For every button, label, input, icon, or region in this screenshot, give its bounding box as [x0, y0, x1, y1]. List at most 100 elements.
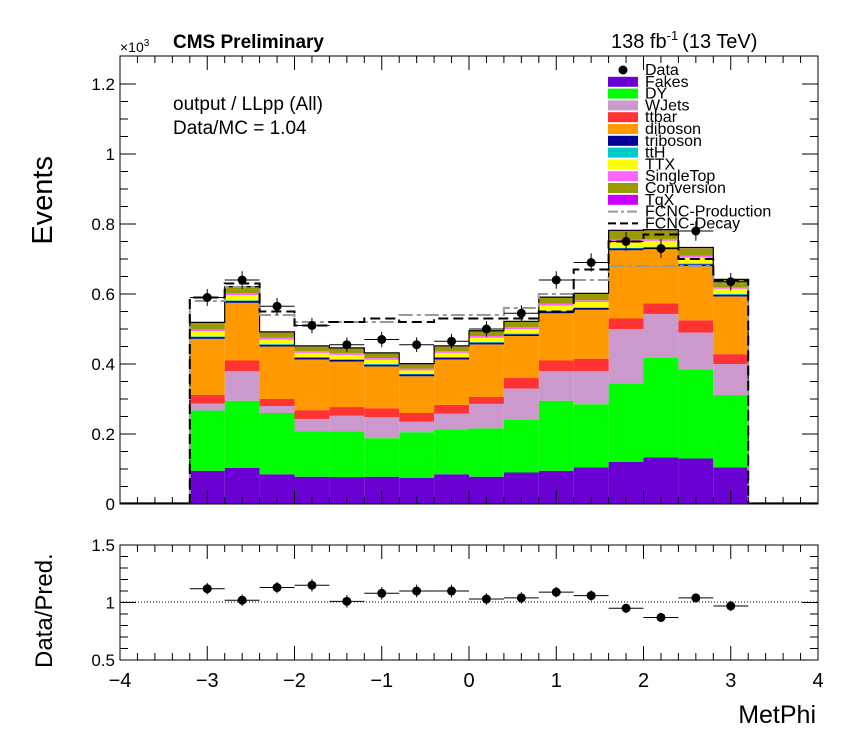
- bar-singletop: [224, 293, 260, 296]
- ratio-point: [481, 594, 491, 604]
- ratio-point: [377, 588, 387, 598]
- bar-ttx: [503, 329, 539, 334]
- bar-diboson: [294, 359, 330, 411]
- legend-swatch-ttbar: [608, 112, 638, 123]
- bar-tth: [713, 294, 749, 295]
- bar-ttx: [259, 339, 295, 345]
- data-point: [656, 244, 666, 253]
- bar-singletop: [434, 351, 469, 353]
- legend-swatch-wjets: [608, 100, 638, 111]
- data-point: [237, 275, 247, 285]
- bar-wjets: [259, 406, 295, 413]
- legend-label: triboson: [645, 133, 702, 150]
- bar-wjets: [643, 313, 679, 358]
- bar-ttx: [434, 352, 469, 357]
- legend-swatch-ttx: [608, 159, 638, 170]
- experiment-label: CMS Preliminary: [173, 32, 324, 53]
- bar-ttbar: [364, 408, 400, 418]
- legend-label: FCNC-Production: [645, 204, 771, 221]
- bar-dy: [329, 431, 365, 478]
- bar-wjets: [608, 329, 644, 384]
- bar-triboson: [469, 342, 504, 345]
- bar-diboson: [573, 309, 609, 359]
- x-tick-label: −3: [196, 670, 219, 692]
- bar-ttbar: [434, 404, 469, 414]
- bar-ttbar: [259, 399, 295, 406]
- legend-swatch-tth: [608, 147, 638, 158]
- bar-ttx: [294, 352, 330, 357]
- legend-label: DY: [645, 86, 668, 103]
- bar-conversion: [259, 332, 295, 338]
- bar-diboson: [643, 249, 679, 304]
- data-point: [691, 226, 701, 236]
- bar-ttbar: [608, 318, 644, 329]
- bar-conversion: [224, 287, 260, 294]
- data-point: [586, 258, 596, 267]
- bar-conversion: [434, 346, 469, 352]
- exponent-label: ×103: [120, 38, 150, 55]
- overlay-fcnc-production: [188, 265, 750, 504]
- bar-ttbar: [189, 394, 225, 404]
- legend-label: diboson: [645, 121, 701, 138]
- bar-diboson: [329, 361, 365, 408]
- data-mc-ratio-label: Data/MC = 1.04: [173, 118, 307, 139]
- data-point: [481, 324, 491, 334]
- ratio-point: [516, 593, 526, 603]
- bar-dy: [294, 431, 330, 477]
- y-tick-label: 1.2: [91, 75, 115, 94]
- y-axis-title: Events: [27, 156, 59, 245]
- bar-triboson: [573, 308, 609, 310]
- bar-ttbar: [538, 360, 574, 371]
- data-point: [412, 340, 422, 350]
- bar-fakes: [643, 457, 679, 504]
- bar-dy: [224, 400, 260, 468]
- bar-ttbar: [329, 407, 365, 416]
- bar-wjets: [294, 418, 330, 432]
- bar-dy: [189, 410, 225, 471]
- bar-diboson: [364, 366, 400, 409]
- ratio-point: [656, 612, 666, 622]
- bar-wjets: [573, 371, 609, 405]
- ratio-points: [189, 578, 749, 623]
- bar-ttx: [573, 302, 609, 308]
- y-tick-label: 0.8: [91, 215, 115, 234]
- bar-wjets: [364, 417, 400, 439]
- x-axis-title: MetPhi: [738, 701, 816, 729]
- legend-label: SingleTop: [645, 168, 715, 185]
- ratio-point: [412, 586, 422, 596]
- bar-diboson: [224, 302, 260, 361]
- legend-swatch-tqx: [608, 194, 638, 205]
- bar-ttx: [713, 288, 749, 294]
- bar-triboson: [294, 357, 330, 360]
- legend-swatch-singletop: [608, 171, 638, 182]
- bar-wjets: [538, 371, 574, 401]
- bar-tth: [678, 263, 714, 265]
- bar-ttx: [224, 295, 260, 301]
- legend: DataFakesDYWJetsttbardibosontribosonttHT…: [608, 62, 771, 232]
- y-tick-label: 0.6: [91, 285, 115, 304]
- bar-wjets: [713, 364, 749, 396]
- data-point: [342, 340, 352, 350]
- bar-conversion: [538, 297, 574, 304]
- stack-outline: [189, 229, 749, 504]
- bar-tth: [259, 344, 295, 345]
- bar-singletop: [573, 300, 609, 303]
- bar-wjets: [329, 415, 365, 432]
- bar-dy: [503, 420, 539, 473]
- bar-triboson: [259, 344, 295, 347]
- bar-ttx: [538, 305, 574, 311]
- ratio-point: [307, 580, 317, 590]
- bar-dy: [573, 404, 609, 468]
- bar-ttx: [399, 370, 435, 374]
- legend-label: ttH: [645, 145, 665, 162]
- legend-label: Data: [645, 62, 679, 79]
- bar-diboson: [678, 266, 714, 321]
- bar-singletop: [503, 327, 539, 329]
- legend-marker-data: [618, 65, 628, 75]
- bar-diboson: [469, 344, 504, 397]
- bar-wjets: [399, 421, 435, 433]
- bar-triboson: [503, 334, 539, 336]
- bar-triboson: [364, 364, 400, 367]
- legend-swatch-diboson: [608, 124, 638, 134]
